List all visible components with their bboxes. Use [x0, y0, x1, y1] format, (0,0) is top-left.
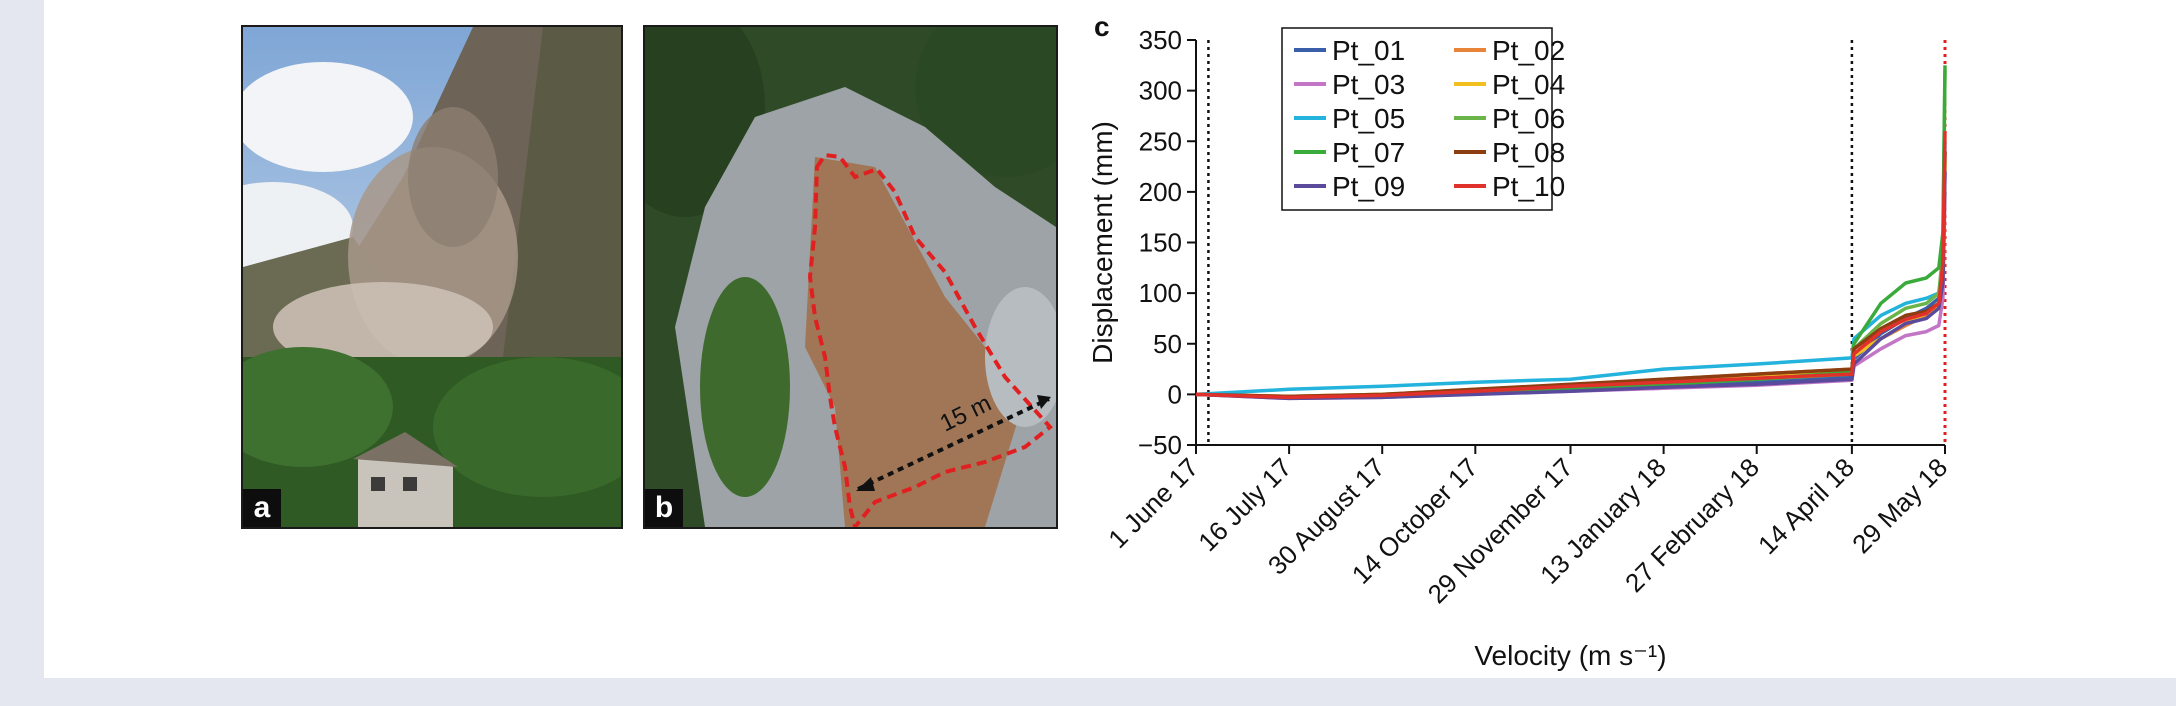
x-tick-label: 14 April 18 — [1752, 452, 1860, 560]
y-tick-label: 0 — [1168, 379, 1182, 409]
scarp-outline — [807, 152, 1053, 527]
y-tick-label: 300 — [1139, 76, 1182, 106]
scale-line — [857, 397, 1050, 491]
y-tick-label: 150 — [1139, 228, 1182, 258]
legend-box — [1281, 27, 1553, 211]
legend-label: Pt_07 — [1332, 137, 1405, 168]
series-line-pt-10 — [1195, 131, 1947, 400]
x-axis-title: Velocity (m s⁻¹) — [1474, 640, 1666, 671]
photo-panel-b: 15 m b — [643, 25, 1058, 529]
legend-label: Pt_08 — [1492, 137, 1565, 168]
legend-label: Pt_06 — [1492, 103, 1565, 134]
legend-label: Pt_01 — [1332, 35, 1405, 66]
panel-label-a: a — [243, 489, 281, 527]
scarp-photo: 15 m — [645, 27, 1056, 527]
legend-label: Pt_10 — [1492, 171, 1565, 202]
landslide-dust-photo — [243, 27, 621, 527]
y-tick-label: 100 — [1139, 278, 1182, 308]
x-tick-label: 29 May 18 — [1846, 452, 1953, 559]
photo-panel-a: a — [241, 25, 623, 529]
y-tick-label: 200 — [1139, 177, 1182, 207]
legend-label: Pt_04 — [1492, 69, 1565, 100]
series-line-pt-03 — [1195, 191, 1947, 401]
y-axis-title: Displacement (mm) — [1087, 121, 1118, 364]
series-line-pt-09 — [1195, 171, 1947, 401]
legend-label: Pt_03 — [1332, 69, 1405, 100]
x-tick-label: 1 June 17 — [1102, 452, 1204, 554]
y-tick-label: 350 — [1139, 25, 1182, 55]
legend-label: Pt_02 — [1492, 35, 1565, 66]
panel-label-b: b — [645, 489, 683, 527]
panel-label-c: c — [1094, 11, 1110, 42]
y-tick-label: −50 — [1138, 430, 1182, 460]
y-tick-label: 250 — [1139, 126, 1182, 156]
legend-label: Pt_05 — [1332, 103, 1405, 134]
legend-label: Pt_09 — [1332, 171, 1405, 202]
y-tick-label: 50 — [1153, 329, 1182, 359]
